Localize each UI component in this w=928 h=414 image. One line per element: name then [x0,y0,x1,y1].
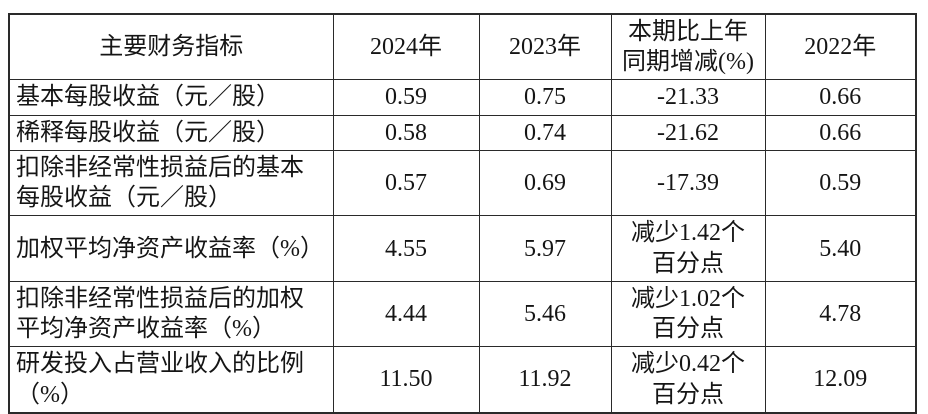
row-label: 加权平均净资产收益率（%） [8,215,334,282]
cell-2024: 0.59 [332,79,480,116]
cell-2023: 5.46 [478,280,612,348]
header-year-2022: 2022年 [764,13,917,81]
header-yoy-change: 本期比上年 同期增减(%) [610,13,766,81]
table-header-row: 主要财务指标 2024年 2023年 本期比上年 同期增减(%) 2022年 [8,13,917,81]
financial-indicators-table-container: 主要财务指标 2024年 2023年 本期比上年 同期增减(%) 2022年 基… [8,13,917,414]
cell-2022: 12.09 [764,346,917,414]
cell-2024: 4.44 [332,280,480,348]
financial-indicators-table: 主要财务指标 2024年 2023年 本期比上年 同期增减(%) 2022年 基… [8,13,917,414]
cell-2023: 0.74 [478,114,612,151]
cell-change: -21.33 [610,79,766,116]
row-label: 研发投入占营业收入的比例 （%） [8,346,334,414]
cell-2022: 0.66 [764,79,917,116]
cell-change: 减少0.42个 百分点 [610,346,766,414]
cell-change: -17.39 [610,149,766,217]
header-indicator: 主要财务指标 [8,13,334,81]
table-row: 扣除非经常性损益后的加权 平均净资产收益率（%） 4.44 5.46 减少1.0… [8,280,917,348]
row-label: 基本每股收益（元／股） [8,79,334,116]
cell-2022: 0.66 [764,114,917,151]
cell-2022: 4.78 [764,280,917,348]
cell-change: -21.62 [610,114,766,151]
header-year-2024: 2024年 [332,13,480,81]
table-row: 加权平均净资产收益率（%） 4.55 5.97 减少1.42个 百分点 5.40 [8,215,917,282]
cell-2022: 0.59 [764,149,917,217]
cell-change: 减少1.02个 百分点 [610,280,766,348]
cell-2024: 0.58 [332,114,480,151]
table-row: 研发投入占营业收入的比例 （%） 11.50 11.92 减少0.42个 百分点… [8,346,917,414]
cell-2024: 0.57 [332,149,480,217]
cell-change: 减少1.42个 百分点 [610,215,766,282]
table-row: 扣除非经常性损益后的基本 每股收益（元／股） 0.57 0.69 -17.39 … [8,149,917,217]
table-row: 稀释每股收益（元／股） 0.58 0.74 -21.62 0.66 [8,114,917,151]
cell-2022: 5.40 [764,215,917,282]
cell-2024: 4.55 [332,215,480,282]
cell-2023: 0.75 [478,79,612,116]
table-row: 基本每股收益（元／股） 0.59 0.75 -21.33 0.66 [8,79,917,116]
cell-2024: 11.50 [332,346,480,414]
cell-2023: 0.69 [478,149,612,217]
cell-2023: 11.92 [478,346,612,414]
row-label: 扣除非经常性损益后的基本 每股收益（元／股） [8,149,334,217]
row-label: 扣除非经常性损益后的加权 平均净资产收益率（%） [8,280,334,348]
cell-2023: 5.97 [478,215,612,282]
row-label: 稀释每股收益（元／股） [8,114,334,151]
header-year-2023: 2023年 [478,13,612,81]
